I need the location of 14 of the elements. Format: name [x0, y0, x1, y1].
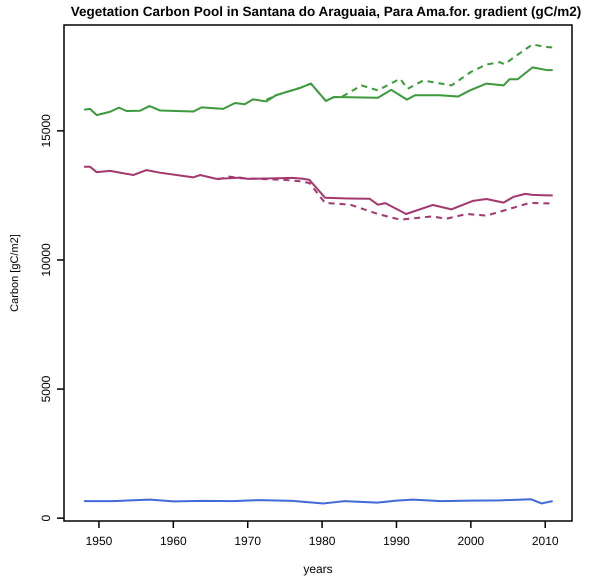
y-axis-title: Carbon [gC/m2]	[9, 234, 21, 312]
x-tick-label: 1990	[383, 534, 410, 548]
x-tick-label: 2010	[532, 534, 559, 548]
x-tick-label: 1970	[234, 534, 262, 548]
y-tick-label: 15000	[39, 114, 53, 148]
x-tick-label: 1960	[160, 534, 188, 548]
x-axis-title: years	[303, 562, 333, 576]
y-tick-label: 0	[39, 514, 53, 522]
x-tick-label: 1950	[86, 534, 113, 548]
x-tick-label: 1980	[308, 534, 336, 548]
chart-title: Vegetation Carbon Pool in Santana do Araguaia, Para Ama.for. gradient (gC/m2)	[70, 4, 582, 19]
y-tick-label: 5000	[39, 375, 53, 402]
y-tick-label: 10000	[39, 242, 53, 277]
x-tick-label: 2000	[457, 534, 485, 548]
